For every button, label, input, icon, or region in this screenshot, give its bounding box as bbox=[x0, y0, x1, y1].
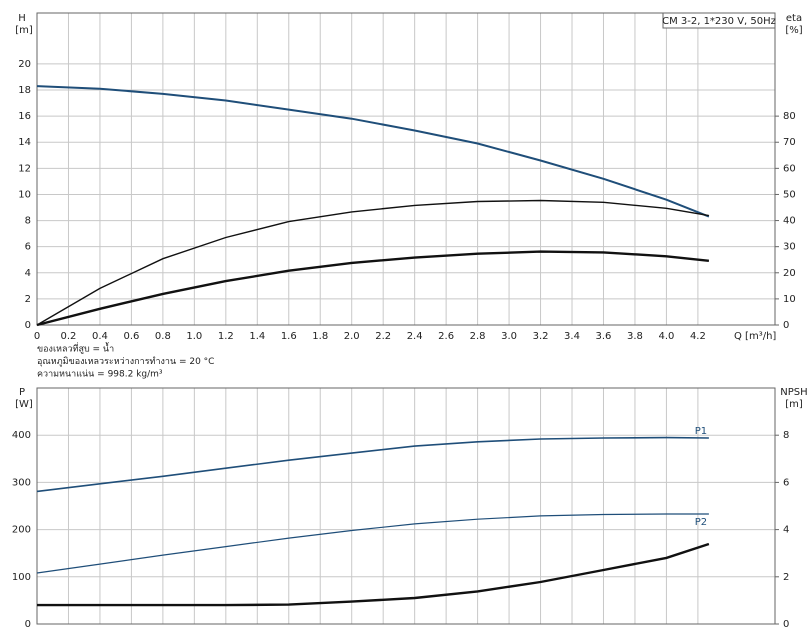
x-tick-label: 4.0 bbox=[658, 331, 674, 342]
x-tick-label: 3.2 bbox=[533, 331, 549, 342]
y2-tick-label: 20 bbox=[783, 268, 796, 279]
y2-tick-label: 50 bbox=[783, 189, 796, 200]
y-tick-label: 0 bbox=[25, 320, 31, 331]
y-tick-label: 400 bbox=[12, 430, 31, 441]
title-box bbox=[662, 12, 776, 29]
series-line bbox=[36, 436, 709, 493]
y-axis-label: H bbox=[18, 13, 26, 24]
note: อุณหภูมิของเหลวระหว่างการทำงาน = 20 °C bbox=[37, 356, 214, 367]
y-tick-label: 0 bbox=[25, 619, 31, 630]
y2-axis-label: NPSH bbox=[780, 387, 807, 398]
x-tick-label: 1.8 bbox=[312, 331, 328, 342]
y2-tick-label: 4 bbox=[783, 525, 789, 536]
y2-tick-label: 80 bbox=[783, 111, 796, 122]
y-tick-label: 14 bbox=[18, 137, 31, 148]
plot-frame bbox=[36, 12, 776, 326]
x-tick-label: 2.2 bbox=[375, 331, 391, 342]
x-tick-label: 1.4 bbox=[249, 331, 265, 342]
y-tick-label: 8 bbox=[25, 216, 31, 227]
x-tick-label: 3.6 bbox=[596, 331, 612, 342]
x-tick-label: 2.6 bbox=[438, 331, 454, 342]
series-line bbox=[36, 199, 710, 326]
y-tick-label: 18 bbox=[18, 85, 31, 96]
series-line bbox=[36, 85, 710, 218]
y-tick-label: 200 bbox=[12, 525, 31, 536]
y2-axis-label: eta bbox=[786, 13, 802, 24]
y2-axis-unit: [m] bbox=[785, 399, 803, 410]
note: ของเหลวที่สูบ = น้ำ bbox=[37, 342, 114, 355]
series-line bbox=[36, 250, 710, 327]
x-tick-label: 2.4 bbox=[407, 331, 423, 342]
series-line bbox=[37, 542, 710, 607]
x-tick-label: 3.0 bbox=[501, 331, 517, 342]
plot-frame bbox=[36, 387, 776, 625]
y2-tick-label: 0 bbox=[783, 320, 789, 331]
y-tick-label: 2 bbox=[25, 294, 31, 305]
y-tick-label: 4 bbox=[25, 268, 31, 279]
y-tick-label: 10 bbox=[18, 189, 31, 200]
y2-tick-label: 30 bbox=[783, 242, 796, 253]
y2-tick-label: 40 bbox=[783, 216, 796, 227]
y2-tick-label: 60 bbox=[783, 163, 796, 174]
y2-tick-label: 2 bbox=[783, 572, 789, 583]
series-label: P2 bbox=[695, 517, 707, 528]
y-tick-label: 12 bbox=[18, 163, 31, 174]
y-tick-label: 16 bbox=[18, 111, 31, 122]
x-tick-label: 3.4 bbox=[564, 331, 580, 342]
y2-tick-label: 10 bbox=[783, 294, 796, 305]
y-tick-label: 6 bbox=[25, 242, 31, 253]
y-axis-unit: [m] bbox=[15, 25, 33, 36]
x-tick-label: 4.2 bbox=[690, 331, 706, 342]
y-axis-unit: [W] bbox=[15, 399, 33, 410]
y2-axis-unit: [%] bbox=[785, 25, 802, 36]
x-tick-label: 0.2 bbox=[61, 331, 77, 342]
x-tick-label: 2.0 bbox=[344, 331, 360, 342]
series-label: P1 bbox=[695, 426, 707, 437]
y2-tick-label: 70 bbox=[783, 137, 796, 148]
x-tick-label: 1.6 bbox=[281, 331, 297, 342]
x-tick-label: 1.0 bbox=[186, 331, 202, 342]
y2-tick-label: 8 bbox=[783, 430, 789, 441]
x-tick-label: 0.8 bbox=[155, 331, 171, 342]
x-tick-label: 0.6 bbox=[123, 331, 139, 342]
series-line bbox=[36, 513, 709, 574]
note: ความหนาแน่น = 998.2 kg/m³ bbox=[37, 370, 163, 380]
y-tick-label: 300 bbox=[12, 477, 31, 488]
x-tick-label: 3.8 bbox=[627, 331, 643, 342]
y2-tick-label: 6 bbox=[783, 477, 789, 488]
x-tick-label: 0.4 bbox=[92, 331, 108, 342]
x-tick-label: 0 bbox=[34, 331, 40, 342]
y-axis-label: P bbox=[19, 387, 25, 398]
y-tick-label: 100 bbox=[12, 572, 31, 583]
chart-title: CM 3-2, 1*230 V, 50Hz bbox=[662, 16, 776, 27]
y-tick-label: 20 bbox=[18, 59, 31, 70]
y2-tick-label: 0 bbox=[783, 619, 789, 630]
x-tick-label: 2.8 bbox=[470, 331, 486, 342]
x-axis-label: Q [m³/h] bbox=[734, 331, 776, 342]
x-tick-label: 1.2 bbox=[218, 331, 234, 342]
